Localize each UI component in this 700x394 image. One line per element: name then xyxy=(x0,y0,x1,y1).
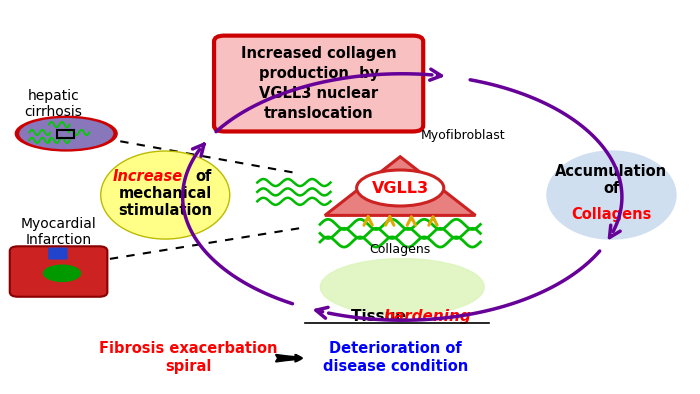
Bar xyxy=(57,130,74,138)
Text: Fibrosis exacerbation
spiral: Fibrosis exacerbation spiral xyxy=(99,341,277,374)
Text: of: of xyxy=(195,169,212,184)
Ellipse shape xyxy=(547,151,676,239)
Text: Myocardial
Infarction: Myocardial Infarction xyxy=(21,217,97,247)
Text: Accumulation
of: Accumulation of xyxy=(555,164,668,196)
Polygon shape xyxy=(325,157,475,216)
Text: VGLL3: VGLL3 xyxy=(372,180,429,195)
Ellipse shape xyxy=(356,170,444,206)
Text: Tissue: Tissue xyxy=(351,309,412,324)
Ellipse shape xyxy=(15,115,118,152)
Ellipse shape xyxy=(321,258,484,315)
Text: Increase: Increase xyxy=(113,169,183,184)
Text: hardening: hardening xyxy=(384,309,471,324)
Text: Deterioration of
disease condition: Deterioration of disease condition xyxy=(323,341,468,374)
Text: Collagens: Collagens xyxy=(370,243,430,256)
Ellipse shape xyxy=(101,151,230,239)
Text: Myofibroblast: Myofibroblast xyxy=(421,129,505,142)
Text: hepatic
cirrhosis: hepatic cirrhosis xyxy=(25,89,83,119)
Text: mechanical
stimulation: mechanical stimulation xyxy=(118,186,212,218)
FancyBboxPatch shape xyxy=(214,35,424,132)
Ellipse shape xyxy=(19,118,113,149)
FancyBboxPatch shape xyxy=(10,246,107,297)
Ellipse shape xyxy=(43,264,81,282)
FancyBboxPatch shape xyxy=(48,247,68,260)
Text: Collagens: Collagens xyxy=(571,207,652,222)
Text: Increased collagen
production  by
VGLL3 nuclear
translocation: Increased collagen production by VGLL3 n… xyxy=(241,46,396,121)
